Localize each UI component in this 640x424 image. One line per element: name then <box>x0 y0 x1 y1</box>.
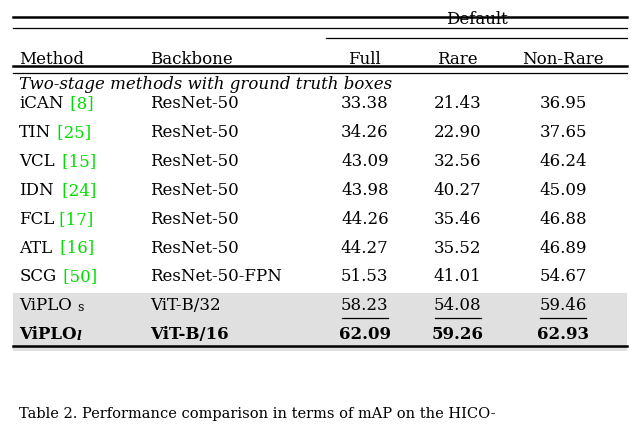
Text: ViT-B/16: ViT-B/16 <box>150 326 229 343</box>
Text: ResNet-50: ResNet-50 <box>150 95 239 112</box>
Text: 59.46: 59.46 <box>540 297 587 314</box>
Text: Backbone: Backbone <box>150 51 233 68</box>
Text: 46.89: 46.89 <box>540 240 587 257</box>
Text: 33.38: 33.38 <box>341 95 388 112</box>
Text: ATL: ATL <box>19 240 52 257</box>
Text: [8]: [8] <box>65 95 94 112</box>
Text: Two-stage methods with ground truth boxes: Two-stage methods with ground truth boxe… <box>19 76 392 93</box>
Text: 58.23: 58.23 <box>341 297 388 314</box>
Text: [24]: [24] <box>57 182 96 199</box>
Text: ResNet-50: ResNet-50 <box>150 124 239 141</box>
Text: 41.01: 41.01 <box>434 268 481 285</box>
Text: 54.67: 54.67 <box>540 268 587 285</box>
Text: Non-Rare: Non-Rare <box>522 51 604 68</box>
Text: Full: Full <box>348 51 381 68</box>
Text: 46.88: 46.88 <box>540 211 587 228</box>
Text: 35.52: 35.52 <box>434 240 481 257</box>
Text: 43.09: 43.09 <box>341 153 388 170</box>
Text: Table 2. Performance comparison in terms of mAP on the HICO-: Table 2. Performance comparison in terms… <box>19 407 496 421</box>
Text: ResNet-50-FPN: ResNet-50-FPN <box>150 268 282 285</box>
Text: 40.27: 40.27 <box>434 182 481 199</box>
Text: 37.65: 37.65 <box>540 124 587 141</box>
Text: [50]: [50] <box>58 268 97 285</box>
Text: ResNet-50: ResNet-50 <box>150 240 239 257</box>
Text: Default: Default <box>446 11 508 28</box>
Text: 34.26: 34.26 <box>341 124 388 141</box>
Bar <box>13 322 627 351</box>
Text: [25]: [25] <box>52 124 92 141</box>
Text: 21.43: 21.43 <box>434 95 481 112</box>
Text: 43.98: 43.98 <box>341 182 388 199</box>
Text: 46.24: 46.24 <box>540 153 587 170</box>
Text: 35.46: 35.46 <box>434 211 481 228</box>
Text: ResNet-50: ResNet-50 <box>150 211 239 228</box>
Text: SCG: SCG <box>19 268 56 285</box>
Text: iCAN: iCAN <box>19 95 64 112</box>
Text: [15]: [15] <box>57 153 96 170</box>
Text: FCL: FCL <box>19 211 54 228</box>
Text: Method: Method <box>19 51 84 68</box>
Text: 45.09: 45.09 <box>540 182 587 199</box>
Bar <box>13 293 627 322</box>
Text: ViPLO: ViPLO <box>19 326 77 343</box>
Text: ViPLO: ViPLO <box>19 297 72 314</box>
Text: ResNet-50: ResNet-50 <box>150 153 239 170</box>
Text: ResNet-50: ResNet-50 <box>150 182 239 199</box>
Text: 44.27: 44.27 <box>341 240 388 257</box>
Text: Rare: Rare <box>437 51 478 68</box>
Text: TIN: TIN <box>19 124 51 141</box>
Text: [16]: [16] <box>55 240 94 257</box>
Text: 51.53: 51.53 <box>341 268 388 285</box>
Text: 36.95: 36.95 <box>540 95 587 112</box>
Text: 62.93: 62.93 <box>537 326 589 343</box>
Text: 54.08: 54.08 <box>434 297 481 314</box>
Text: 22.90: 22.90 <box>434 124 481 141</box>
Text: 59.26: 59.26 <box>431 326 484 343</box>
Text: s: s <box>77 301 83 315</box>
Text: [17]: [17] <box>54 211 93 228</box>
Text: 62.09: 62.09 <box>339 326 391 343</box>
Text: VCL: VCL <box>19 153 55 170</box>
Text: l: l <box>77 330 81 343</box>
Text: 44.26: 44.26 <box>341 211 388 228</box>
Text: IDN: IDN <box>19 182 54 199</box>
Text: ViT-B/32: ViT-B/32 <box>150 297 221 314</box>
Text: 32.56: 32.56 <box>434 153 481 170</box>
